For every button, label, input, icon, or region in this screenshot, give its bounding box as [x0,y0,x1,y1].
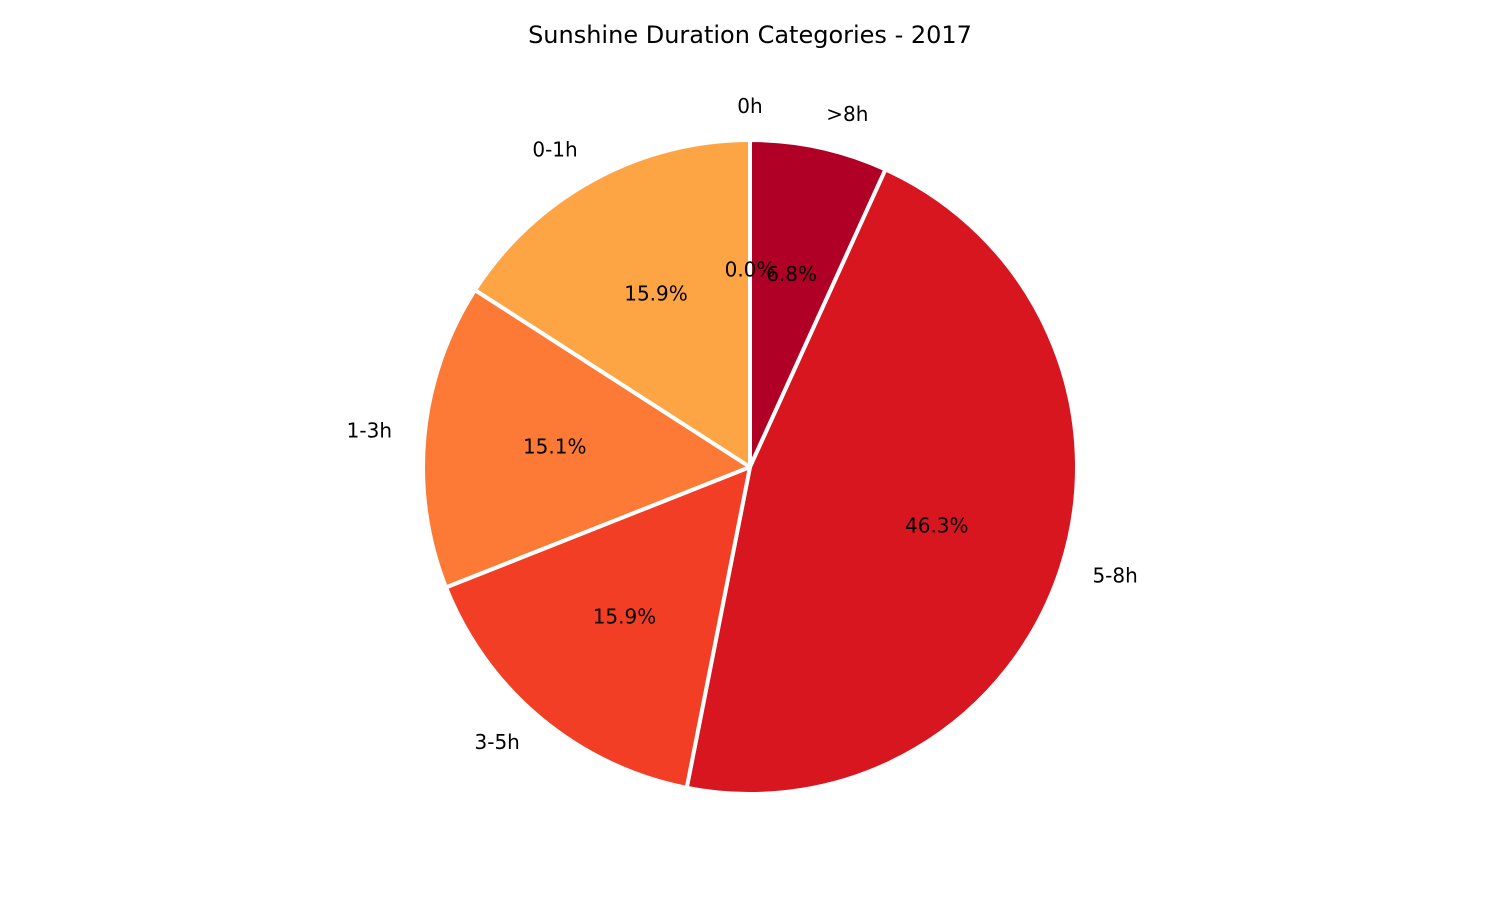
pie-slices [421,138,1079,796]
slice-label-5-8h: 5-8h [1092,564,1137,588]
slice-label-0h: 0h [737,94,762,118]
percent-label-5-8h: 46.3% [905,514,969,538]
pie-slice-3-5h [443,465,752,790]
chart-title: Sunshine Duration Categories - 2017 [528,21,972,49]
percent-label-0h: 0.0% [725,257,776,281]
slice-label-3-5h: 3-5h [475,730,520,754]
slice-labels: 0h >8h 5-8h 3-5h 1-3h 0-1h [347,94,1138,754]
slice-label-0-1h: 0-1h [532,138,577,162]
percent-label-over-8h: 6.8% [766,262,817,286]
pie-slice-5-8h [684,167,1079,796]
percent-labels: 0.0%6.8% 46.3% 15.9% 15.1% 15.9% [523,257,969,628]
percent-label-1-3h: 15.1% [523,434,587,458]
pie-slice-1-3h [421,288,752,590]
pie-slice-0-1h [473,138,752,469]
percent-label-0-1h: 15.9% [624,281,688,305]
slice-label-over-8h: >8h [826,102,868,126]
percent-label-3-5h: 15.9% [593,604,657,628]
slice-label-1-3h: 1-3h [347,419,392,443]
pie-slice-over-8h [748,138,888,469]
